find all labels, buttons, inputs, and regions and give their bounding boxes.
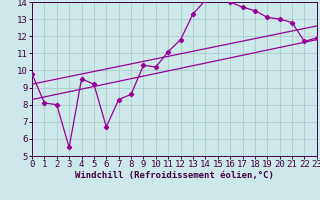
X-axis label: Windchill (Refroidissement éolien,°C): Windchill (Refroidissement éolien,°C) (75, 171, 274, 180)
